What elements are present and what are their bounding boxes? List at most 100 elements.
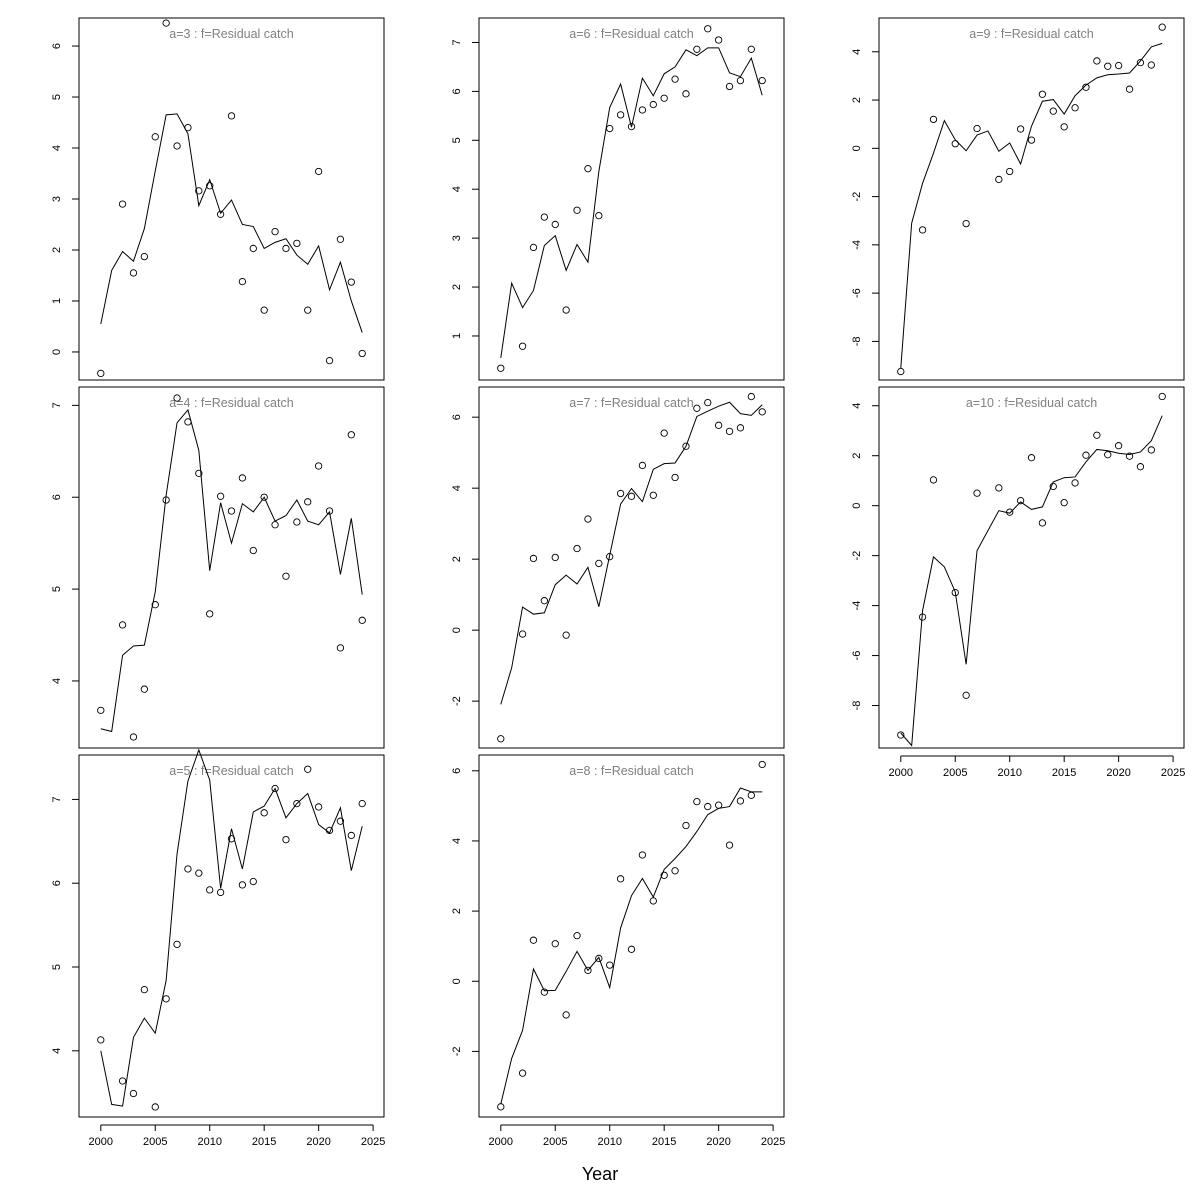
- fitted-line: [100, 748, 363, 1107]
- x-tick-label: 2025: [1161, 767, 1185, 779]
- observed-point: [1114, 442, 1123, 450]
- x-tick-label: 2025: [361, 1136, 385, 1148]
- y-tick-label: 0: [451, 627, 463, 633]
- observed-point: [118, 200, 127, 208]
- observed-point: [162, 19, 170, 27]
- fitted-line: [500, 47, 763, 359]
- observed-point: [173, 142, 181, 150]
- fitted-line: [100, 113, 363, 333]
- observed-point: [1060, 123, 1068, 131]
- panel-1: a=3 : f=Residual catch 0 1 2 3 4 5 6: [51, 17, 385, 381]
- observed-point: [1125, 452, 1134, 460]
- y-tick-label: 2: [451, 908, 463, 914]
- observed-point: [129, 269, 138, 277]
- observed-point: [962, 219, 970, 228]
- panel-title: a=8 : f=Residual catch: [569, 764, 693, 778]
- observed-point: [627, 492, 636, 500]
- x-tick-label: 2000: [89, 1136, 113, 1148]
- panel-6: a=8 : f=Residual catch -2 0 2 4 6 2000 2005 2010…: [451, 754, 785, 1148]
- observed-point: [184, 418, 192, 426]
- observed-point: [758, 76, 766, 85]
- observed-point: [671, 75, 679, 83]
- observed-point: [249, 244, 257, 253]
- plot-frame: [478, 754, 785, 1118]
- panel-title: a=9 : f=Residual catch: [969, 27, 1093, 41]
- observed-point: [184, 865, 192, 873]
- observed-point: [325, 826, 334, 835]
- observed-point: [606, 553, 614, 561]
- observed-point: [638, 461, 647, 470]
- observed-point: [347, 278, 355, 286]
- x-tick-label: 2015: [1052, 767, 1076, 779]
- observed-point: [314, 462, 323, 470]
- observed-point: [704, 398, 712, 407]
- y-tick-label: 1: [451, 333, 463, 339]
- observed-point: [1136, 58, 1145, 67]
- observed-point: [606, 124, 614, 133]
- observed-point: [97, 369, 105, 378]
- observed-point: [649, 100, 657, 109]
- observed-point: [1049, 107, 1057, 115]
- observed-point: [304, 498, 312, 506]
- observed-point: [704, 802, 712, 811]
- y-tick-label: 2: [451, 556, 463, 562]
- fitted-line: [900, 415, 1163, 747]
- observed-point: [238, 881, 247, 889]
- observed-point: [358, 799, 366, 808]
- observed-point: [206, 610, 214, 618]
- observed-point: [282, 244, 290, 253]
- observed-point: [195, 187, 203, 195]
- y-tick-label: 4: [51, 145, 63, 151]
- observed-point: [497, 364, 505, 372]
- observed-point: [1082, 83, 1090, 91]
- observed-point: [929, 476, 938, 484]
- observed-point: [649, 897, 657, 905]
- observed-point: [358, 616, 366, 624]
- panel-title: a=4 : f=Residual catch: [169, 396, 293, 410]
- observed-point: [736, 76, 745, 85]
- observed-point: [293, 799, 301, 808]
- y-tick-label: 2: [851, 97, 863, 103]
- observed-point: [562, 306, 570, 314]
- observed-point: [995, 175, 1003, 184]
- observed-point: [551, 220, 559, 229]
- observed-point: [1027, 454, 1036, 462]
- panel-5: a=7 : f=Residual catch -2 0 2 4 6: [451, 386, 785, 749]
- observed-point: [1038, 519, 1047, 527]
- observed-point: [897, 731, 905, 739]
- observed-point: [606, 961, 614, 969]
- observed-point: [518, 342, 527, 350]
- observed-point: [562, 631, 570, 639]
- observed-point: [162, 995, 170, 1003]
- observed-point: [649, 491, 657, 499]
- y-tick-label: -8: [851, 701, 863, 711]
- y-tick-label: 7: [451, 39, 463, 45]
- observed-point: [747, 45, 755, 53]
- observed-point: [638, 106, 647, 114]
- y-tick-label: -2: [451, 696, 463, 706]
- observed-point: [195, 469, 203, 477]
- observed-point: [1158, 23, 1166, 31]
- x-tick-label: 2010: [197, 1136, 221, 1148]
- observed-point: [336, 235, 345, 243]
- observed-point: [682, 90, 690, 98]
- observed-point: [325, 507, 334, 515]
- y-tick-label: 5: [51, 964, 63, 970]
- x-tick-label: 2020: [1106, 767, 1130, 779]
- y-tick-label: 0: [51, 349, 63, 355]
- observed-point: [562, 1011, 570, 1019]
- observed-point: [260, 306, 268, 314]
- observed-point: [529, 936, 538, 944]
- observed-point: [1060, 499, 1068, 507]
- observed-point: [584, 515, 592, 523]
- panel-3: a=5 : f=Residual catch 4 5 6 7 2000 2005 2010 20…: [51, 748, 385, 1148]
- fitted-line: [500, 401, 763, 705]
- panel-4: a=6 : f=Residual catch 1 2 3 4 5 6 7: [451, 17, 785, 381]
- y-tick-label: -4: [851, 601, 863, 611]
- y-tick-label: 5: [51, 586, 63, 592]
- observed-point: [216, 492, 225, 500]
- y-tick-label: 0: [851, 145, 863, 151]
- observed-point: [897, 367, 905, 376]
- observed-point: [918, 613, 927, 621]
- observed-point: [1006, 508, 1014, 516]
